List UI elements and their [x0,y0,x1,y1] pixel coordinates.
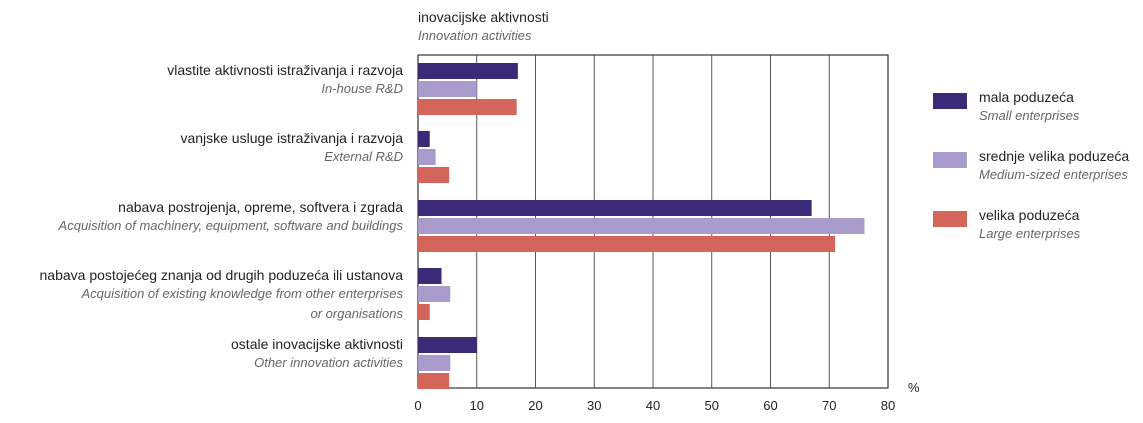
tick-label: 10 [470,398,484,413]
category-label: nabava postrojenja, opreme, softvera i z… [118,199,403,215]
legend-sublabel: Large enterprises [979,226,1081,241]
legend-swatch [933,93,967,109]
tick-label: 40 [646,398,660,413]
x-axis-ticks: 0 10 20 30 40 50 60 70 80 [414,398,895,413]
bar [418,200,812,216]
bar [418,268,442,284]
category-sublabel: External R&D [324,149,403,164]
bar [418,81,477,97]
tick-label: 60 [763,398,777,413]
legend-label: srednje velika poduzeća [979,148,1129,164]
chart-title: inovacijske aktivnosti [418,9,549,25]
tick-label: 80 [881,398,895,413]
category-sublabel: Other innovation activities [254,355,403,370]
category-sublabel: In-house R&D [321,81,403,96]
tick-label: 70 [822,398,836,413]
grid [417,54,889,389]
legend-label: mala poduzeća [979,89,1074,105]
legend: mala poduzeća Small enterprises srednje ve… [933,89,1129,241]
bar [418,286,451,302]
category-label: nabava postojećeg znanja od drugih poduz… [40,267,404,283]
legend-swatch [933,152,967,168]
bar [418,337,477,353]
tick-label: 20 [528,398,542,413]
bar [418,373,450,389]
bar [418,355,451,371]
category-label: vlastite aktivnosti istraživanja i razvo… [167,62,403,78]
category-label: vanjske usluge istraživanja i razvoja [180,130,403,146]
legend-label: velika poduzeća [979,207,1080,223]
legend-sublabel: Small enterprises [979,108,1080,123]
bars [418,63,865,389]
chart-subtitle: Innovation activities [418,28,532,43]
bar [418,218,865,234]
bar [418,236,836,252]
category-sublabel: Acquisition of existing knowledge from o… [80,286,403,301]
bar [418,149,436,165]
bar [418,63,518,79]
legend-swatch [933,211,967,227]
tick-label: 50 [705,398,719,413]
bar [418,99,517,115]
bar [418,167,450,183]
category-labels: vlastite aktivnosti istraživanja i razvo… [40,62,404,370]
unit-label: % [908,380,920,395]
category-sublabel: or organisations [311,306,404,321]
bar [418,304,430,320]
tick-label: 30 [587,398,601,413]
legend-sublabel: Medium-sized enterprises [979,167,1128,182]
category-label: ostale inovacijske aktivnosti [231,336,403,352]
tick-label: 0 [414,398,421,413]
bar [418,131,430,147]
category-sublabel: Acquisition of machinery, equipment, sof… [58,218,404,233]
